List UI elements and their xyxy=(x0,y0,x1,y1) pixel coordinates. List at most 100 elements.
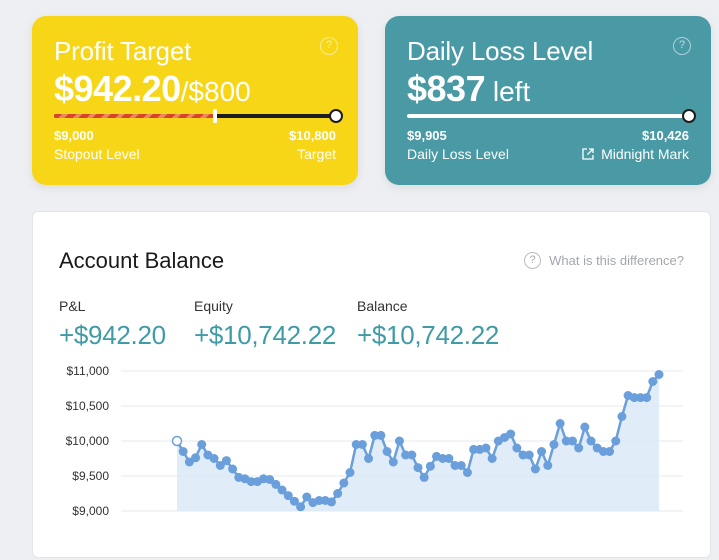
balance-point xyxy=(283,491,293,501)
what-is-difference-text: What is this difference? xyxy=(549,253,684,268)
question-circle-icon: ? xyxy=(524,252,542,269)
balance-point xyxy=(221,456,231,466)
balance-point xyxy=(642,393,652,403)
balance-stat: Balance +$10,742.22 xyxy=(357,298,499,351)
what-is-difference-link[interactable]: ? What is this difference? xyxy=(524,252,684,269)
chart-y-axis: $11,000 $10,500 $10,000 $9,500 $9,000 xyxy=(66,364,110,518)
balance-point xyxy=(357,440,367,449)
balance-point xyxy=(537,447,547,456)
balance-point xyxy=(296,502,306,512)
balance-point xyxy=(617,412,627,421)
balance-point xyxy=(561,436,571,446)
balance-point xyxy=(401,450,411,460)
profit-progress-bar xyxy=(54,109,343,123)
balance-point xyxy=(339,478,349,488)
midnight-mark-value: $10,426 xyxy=(642,128,689,143)
profit-value: $942.20 xyxy=(54,68,181,109)
pnl-stat: P&L +$942.20 xyxy=(59,298,166,351)
balance-point xyxy=(382,447,392,456)
balance-point xyxy=(345,468,355,477)
balance-point xyxy=(444,454,454,463)
balance-point xyxy=(407,450,417,460)
balance-point xyxy=(277,485,287,495)
balance-point xyxy=(271,479,281,489)
balance-point xyxy=(648,377,658,386)
balance-point xyxy=(635,393,645,403)
balance-point xyxy=(178,447,188,456)
midnight-mark-caption: Midnight Mark xyxy=(601,146,689,162)
equity-label: Equity xyxy=(194,298,233,314)
profit-progress-fill xyxy=(54,114,215,118)
balance-point xyxy=(605,447,615,456)
target-value: $10,800 xyxy=(289,128,336,143)
y-tick-label: $10,000 xyxy=(66,434,110,448)
balance-point xyxy=(543,461,553,470)
daily-loss-level-caption: Daily Loss Level xyxy=(407,146,509,162)
profit-target-knob xyxy=(329,109,343,123)
stopout-value: $9,000 xyxy=(54,128,94,143)
balance-point xyxy=(314,496,324,505)
balance-point xyxy=(351,440,361,449)
balance-point xyxy=(265,475,275,484)
balance-point xyxy=(580,422,590,432)
loss-left-suffix: left xyxy=(485,76,531,107)
daily-loss-knob xyxy=(682,109,696,123)
external-link-icon xyxy=(582,148,594,160)
balance-point xyxy=(425,461,435,471)
balance-point xyxy=(302,492,312,502)
balance-point xyxy=(413,463,423,473)
profit-target-goal: /$800 xyxy=(180,76,251,107)
balance-point xyxy=(450,461,460,470)
balance-point xyxy=(456,461,466,470)
stopout-caption: Stopout Level xyxy=(54,146,140,162)
balance-point xyxy=(462,468,472,477)
balance-point xyxy=(469,444,479,454)
balance-point xyxy=(246,477,256,487)
balance-point xyxy=(530,464,540,474)
balance-point xyxy=(524,450,534,460)
account-balance-card: Account Balance ? What is this differenc… xyxy=(32,211,711,558)
balance-point xyxy=(326,497,336,507)
balance-area xyxy=(177,374,659,511)
account-balance-chart: $11,000 $10,500 $10,000 $9,500 $9,000 xyxy=(66,364,683,518)
balance-point xyxy=(364,454,374,463)
profit-target-title: Profit Target xyxy=(54,36,192,66)
daily-loss-level-value: $9,905 xyxy=(407,128,447,143)
midnight-mark-link[interactable]: Midnight Mark xyxy=(581,146,689,162)
pnl-value: +$942.20 xyxy=(59,320,166,350)
balance-point xyxy=(574,443,584,453)
balance-point xyxy=(191,453,201,463)
balance-point xyxy=(481,443,491,453)
question-circle-icon[interactable]: ? xyxy=(673,37,691,55)
balance-point xyxy=(518,450,528,460)
question-circle-icon[interactable]: ? xyxy=(320,37,338,55)
account-balance-title: Account Balance xyxy=(59,248,225,273)
y-tick-label: $11,000 xyxy=(67,364,110,378)
daily-loss-progress-bar xyxy=(407,109,696,123)
balance-point xyxy=(215,461,225,470)
equity-value: +$10,742.22 xyxy=(194,320,337,350)
balance-point xyxy=(370,430,380,440)
balance-point xyxy=(209,454,219,463)
pnl-label: P&L xyxy=(59,298,86,314)
balance-point xyxy=(171,435,183,447)
daily-loss-title: Daily Loss Level xyxy=(407,36,594,66)
target-caption: Target xyxy=(297,146,336,162)
daily-loss-card: Daily Loss Level ? $837 left $9,905 Dail… xyxy=(385,16,711,185)
balance-point xyxy=(567,436,577,446)
balance-point xyxy=(487,454,497,463)
balance-point xyxy=(438,454,448,463)
balance-point xyxy=(197,440,207,449)
balance-point xyxy=(549,440,559,449)
balance-points xyxy=(171,370,664,512)
balance-point xyxy=(388,457,398,467)
balance-point xyxy=(289,496,299,506)
equity-stat: Equity +$10,742.22 xyxy=(194,298,336,351)
balance-point xyxy=(586,436,596,446)
balance-point xyxy=(506,429,516,439)
balance-point xyxy=(555,419,565,428)
balance-point xyxy=(611,436,621,446)
balance-point xyxy=(419,472,429,482)
y-tick-label: $9,000 xyxy=(72,504,109,518)
balance-point xyxy=(376,430,386,440)
